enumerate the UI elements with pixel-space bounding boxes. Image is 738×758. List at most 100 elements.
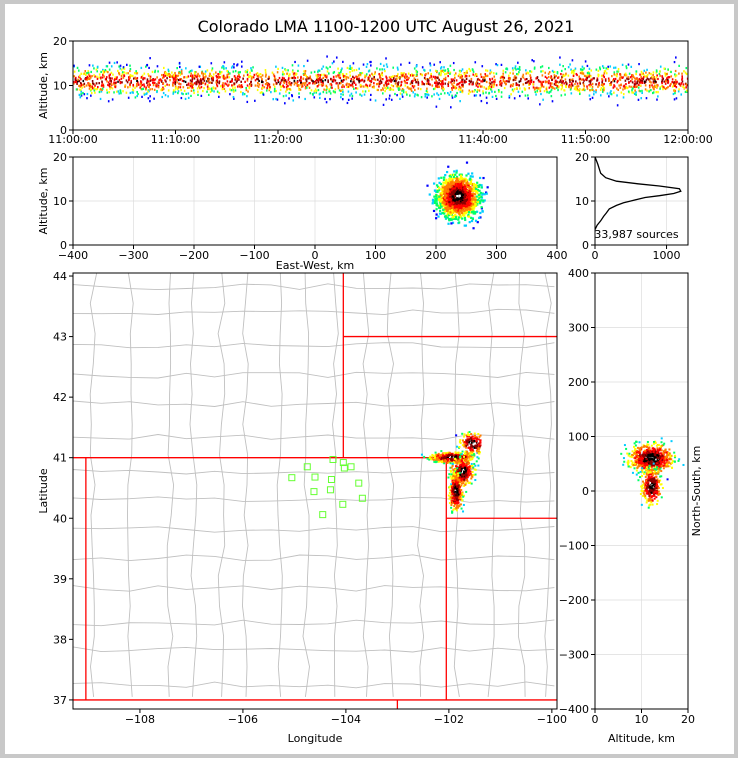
county-border xyxy=(73,619,555,627)
time-height-source xyxy=(421,83,423,86)
time-height-source xyxy=(491,81,493,84)
time-height-source xyxy=(633,83,636,86)
plan-view-source xyxy=(448,473,451,476)
plan-view-source xyxy=(461,450,464,453)
time-height-source xyxy=(282,84,284,87)
time-height-source xyxy=(290,82,293,85)
time-height-source xyxy=(133,71,136,75)
time-height-source xyxy=(576,82,579,85)
time-height-source xyxy=(359,83,362,87)
time-height-source xyxy=(373,85,375,88)
time-height-source xyxy=(149,75,152,78)
plan-view-source xyxy=(454,470,457,473)
time-height-source xyxy=(303,73,305,77)
county-border xyxy=(73,434,555,441)
time-height-source xyxy=(300,80,302,84)
time-height-source xyxy=(523,87,526,90)
time-height-source xyxy=(151,88,154,91)
time-height-source xyxy=(345,78,348,81)
time-height-source xyxy=(317,70,319,73)
time-height-source xyxy=(414,93,416,96)
time-height-source xyxy=(337,67,339,70)
time-height-source xyxy=(356,75,359,79)
x-tick-label: −400 xyxy=(58,249,88,262)
time-height-source xyxy=(283,77,286,80)
time-height-source xyxy=(560,88,563,91)
time-height-source xyxy=(340,69,343,72)
time-height-source xyxy=(202,89,204,93)
time-height-source xyxy=(166,83,168,86)
time-height-source xyxy=(686,84,688,87)
time-height-source xyxy=(298,92,300,95)
time-height-source xyxy=(284,102,286,105)
time-height-source xyxy=(671,78,674,81)
east-west-source xyxy=(460,194,463,197)
time-height-source xyxy=(659,65,662,68)
east-west-source xyxy=(470,178,473,182)
time-height-source xyxy=(84,77,87,80)
time-height-source xyxy=(574,67,577,70)
time-height-source xyxy=(673,60,676,64)
time-height-source xyxy=(261,84,264,87)
time-height-source xyxy=(240,65,243,68)
time-height-source xyxy=(101,87,104,90)
time-height-source xyxy=(472,81,474,84)
time-height-source xyxy=(196,75,198,78)
time-height-source xyxy=(536,89,539,92)
time-height-source xyxy=(481,80,484,83)
time-height-source xyxy=(477,85,479,88)
time-height-source xyxy=(604,70,607,73)
time-height-source xyxy=(289,87,291,91)
time-height-source xyxy=(635,91,637,94)
east-west-source xyxy=(449,190,452,193)
time-height-source xyxy=(324,79,327,82)
county-border xyxy=(73,496,555,503)
east-west-source xyxy=(435,198,438,202)
east-west-source xyxy=(439,197,442,200)
time-height-source xyxy=(642,76,645,79)
time-height-source xyxy=(79,96,82,99)
time-height-source xyxy=(159,78,162,81)
time-height-source xyxy=(86,92,89,96)
time-height-source xyxy=(132,85,135,88)
time-height-source xyxy=(328,88,331,91)
time-height-source xyxy=(212,73,215,76)
time-height-source xyxy=(438,97,441,101)
time-height-source xyxy=(514,65,517,68)
time-height-source xyxy=(232,90,235,93)
east-west-source xyxy=(433,201,437,205)
plan-view-source xyxy=(433,457,436,460)
time-height-source xyxy=(246,73,249,76)
time-height-source xyxy=(340,89,342,92)
time-height-source xyxy=(613,73,616,76)
time-height-source xyxy=(442,86,445,89)
time-height-source xyxy=(114,82,116,85)
time-height-source xyxy=(371,74,374,77)
plan-view-source xyxy=(454,457,457,460)
time-height-source xyxy=(398,85,400,88)
time-height-source xyxy=(682,85,684,88)
time-height-source xyxy=(502,72,504,75)
time-height-source xyxy=(630,65,633,68)
east-west-source xyxy=(451,181,454,184)
east-west-source xyxy=(449,188,452,191)
east-west-source xyxy=(436,185,440,188)
time-height-source xyxy=(207,79,209,82)
time-height-source xyxy=(281,85,283,88)
time-height-source xyxy=(628,85,631,88)
time-height-source xyxy=(348,67,351,70)
time-height-source xyxy=(460,76,463,79)
time-height-source xyxy=(223,84,225,87)
time-height-source xyxy=(542,85,545,88)
time-height-source xyxy=(646,89,648,92)
time-height-source xyxy=(674,81,676,84)
time-height-source xyxy=(592,88,594,92)
plan-view-source xyxy=(436,456,439,459)
plan-view-source xyxy=(458,462,461,465)
time-height-source xyxy=(570,71,573,74)
time-height-source xyxy=(342,80,344,83)
time-height-source xyxy=(515,83,518,87)
time-height-source xyxy=(129,64,131,67)
time-height-source xyxy=(113,81,115,84)
plan-view-source xyxy=(467,470,470,473)
